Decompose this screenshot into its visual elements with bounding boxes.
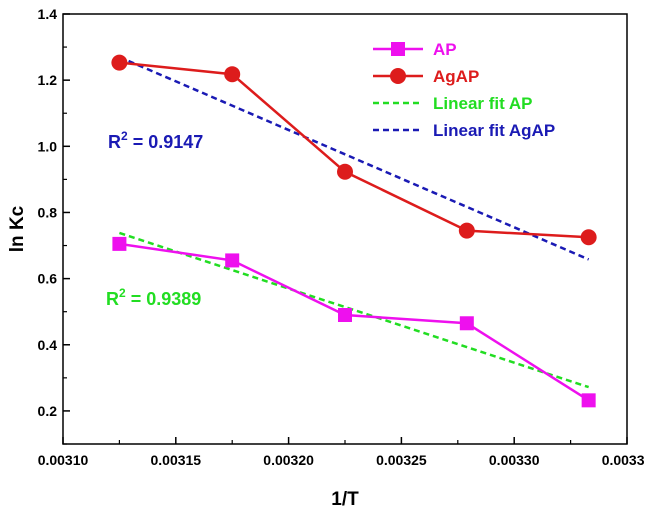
x-tick-label: 0.00320 [263,452,314,468]
y-tick-label: 0.6 [38,271,58,287]
x-tick-label: 0.00335 [602,452,645,468]
data-point [225,253,240,268]
data-point [337,163,353,180]
y-tick-label: 0.8 [38,204,58,220]
data-point [111,54,128,71]
legend-label: Linear fit AgAP [433,121,555,140]
y-tick-label: 0.4 [38,337,58,353]
y-axis-ticks: 0.2 0.4 0.6 0.8 1.0 1.2 1.4 [38,6,70,445]
y-tick-label: 1.0 [38,138,58,154]
plot-frame [62,13,628,445]
x-tick-label: 0.00325 [376,452,427,468]
r-squared-annotation: R2 = 0.9147 [108,129,203,152]
data-series [111,54,597,408]
legend-label: AP [433,40,457,59]
r-squared-superscript: 2 [121,129,128,143]
legend-label: Linear fit AP [433,94,533,113]
x-tick-label: 0.00310 [38,452,89,468]
r-squared-value: = 0.9389 [126,289,202,309]
x-tick-label: 0.00315 [150,452,201,468]
data-point [459,316,474,331]
y-tick-label: 0.2 [38,403,58,419]
fit-line-3 [118,55,590,261]
y-axis-title: ln Kc [7,205,28,252]
data-point [580,229,597,246]
data-point [458,222,475,239]
data-point [338,308,352,322]
fit-line-2 [119,231,590,389]
fit-lines [118,55,590,389]
r-squared-superscript: 2 [119,286,126,300]
x-axis-title: 1/T [331,489,359,510]
x-axis-ticks: 0.00310 0.00315 0.00320 0.00325 0.00330 0.003… [38,437,645,468]
r-squared-annotation: R2 = 0.9389 [106,286,201,309]
legend-marker [390,68,406,84]
r-squared-prefix: R [108,132,121,152]
r-squared-prefix: R [106,289,119,309]
r-squared-value: = 0.9147 [128,132,204,152]
y-tick-label: 1.2 [38,72,58,88]
series-line-0 [119,242,590,402]
data-point [112,236,127,251]
data-point [224,66,241,83]
legend: AP AgAP Linear fit AP Linear fit AgAP [373,40,555,140]
y-tick-label: 1.4 [38,6,58,22]
data-point [581,393,596,408]
legend-label: AgAP [433,67,479,86]
x-tick-label: 0.00330 [489,452,540,468]
legend-marker [391,42,405,56]
